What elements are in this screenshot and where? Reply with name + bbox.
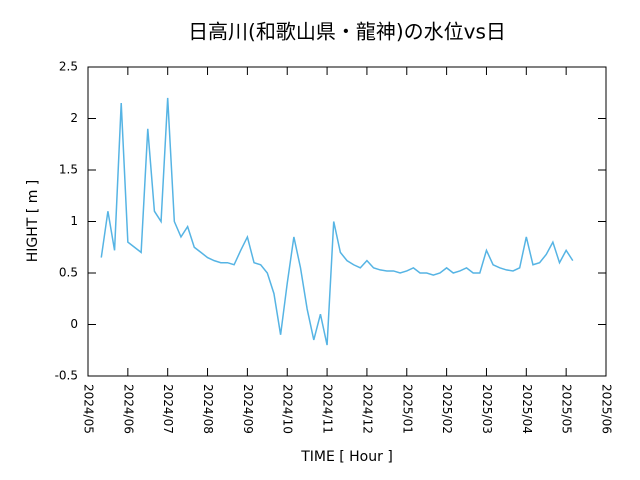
y-tick-label: 2.5 bbox=[59, 60, 78, 74]
y-tick-label: 0.5 bbox=[59, 266, 78, 280]
x-tick-label: 2024/05 bbox=[82, 384, 96, 434]
series-line bbox=[100, 97, 574, 346]
x-tick-label: 2024/06 bbox=[121, 384, 135, 434]
x-axis-label: TIME [ Hour ] bbox=[300, 449, 393, 465]
chart-title: 日高川(和歌山県・龍神)の水位vs日 bbox=[188, 20, 506, 44]
x-tick-label: 2024/11 bbox=[321, 384, 335, 434]
y-tick-label: 1.5 bbox=[59, 163, 78, 177]
x-tick-label: 2024/08 bbox=[201, 384, 215, 434]
x-tick-label: 2024/12 bbox=[360, 384, 374, 434]
x-tick-label: 2025/01 bbox=[400, 384, 414, 434]
x-tick-label: 2025/06 bbox=[600, 384, 614, 434]
y-axis-label: HIGHT [ m ] bbox=[25, 180, 41, 263]
y-tick-label: 2 bbox=[70, 111, 78, 125]
x-tick-label: 2025/03 bbox=[480, 384, 494, 434]
y-tick-label: 0 bbox=[70, 317, 78, 331]
plot-frame bbox=[87, 66, 607, 377]
y-tick-label: 1 bbox=[70, 214, 78, 228]
x-tick-label: 2025/02 bbox=[440, 384, 454, 434]
x-tick-label: 2025/05 bbox=[560, 384, 574, 434]
y-tick-label: -0.5 bbox=[55, 369, 78, 383]
x-tick-label: 2024/07 bbox=[161, 384, 175, 434]
x-tick-label: 2024/09 bbox=[241, 384, 255, 434]
x-tick-label: 2024/10 bbox=[281, 384, 295, 434]
x-tick-label: 2025/04 bbox=[520, 384, 534, 434]
